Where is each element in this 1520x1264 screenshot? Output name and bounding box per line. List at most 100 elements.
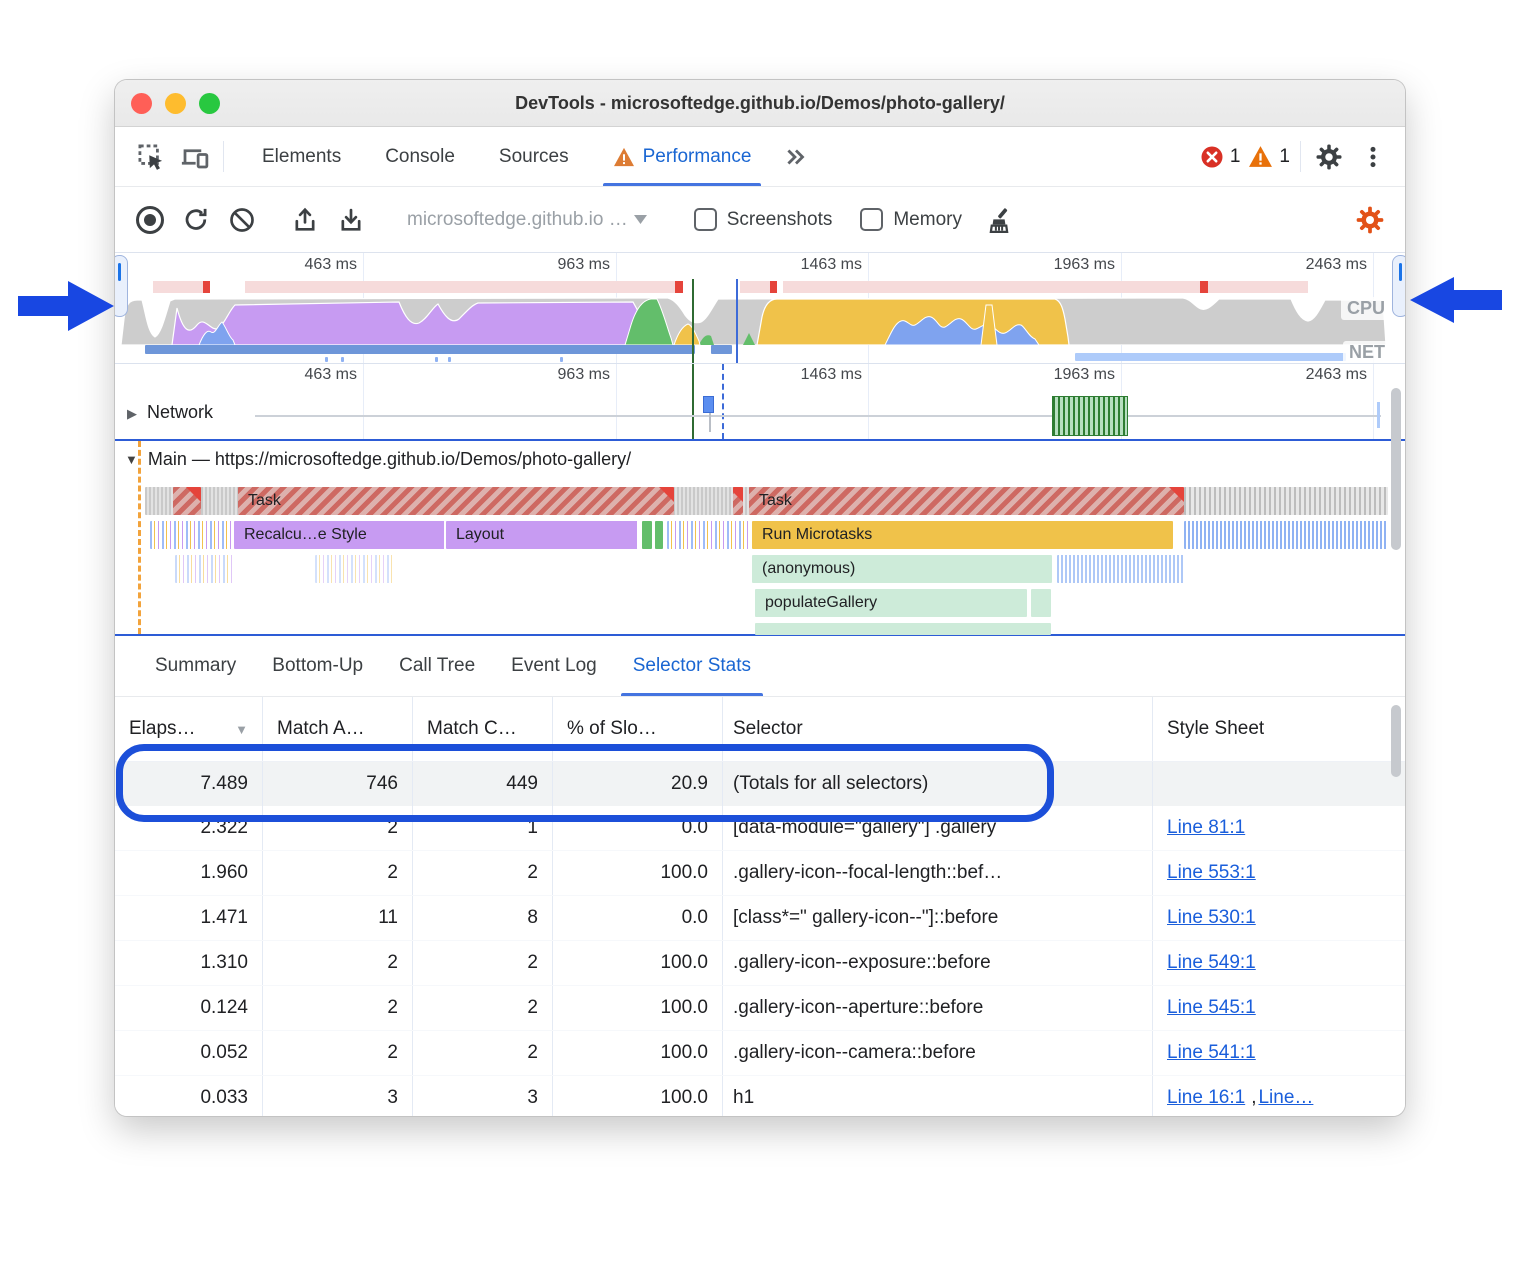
panel-tab-bottom-up[interactable]: Bottom-Up <box>254 636 381 696</box>
title-bar: DevTools - microsoftedge.github.io/Demos… <box>115 80 1405 127</box>
column-header-label: Elaps… <box>129 718 196 740</box>
inspect-element-icon[interactable] <box>129 127 173 186</box>
paint-block[interactable] <box>642 521 652 549</box>
style-sheet-link[interactable]: Line… <box>1258 1087 1313 1109</box>
table-row-totals[interactable]: 7.48974644920.9(Totals for all selectors… <box>115 762 1405 806</box>
style-sheet-link[interactable]: Line 549:1 <box>1167 952 1256 974</box>
kebab-menu-icon[interactable] <box>1351 127 1395 186</box>
tab-performance[interactable]: Performance <box>591 127 774 186</box>
panel-tab-selector-stats[interactable]: Selector Stats <box>615 636 769 696</box>
numeric-cell: 1.310 <box>115 941 263 985</box>
longtask-marker <box>770 281 777 293</box>
long-task-bar[interactable]: Task <box>749 487 1184 515</box>
numeric-cell: 2 <box>263 1031 413 1075</box>
tab-sources[interactable]: Sources <box>477 127 591 186</box>
error-badge[interactable]: 1 <box>1200 145 1241 169</box>
network-track[interactable]: ▶ Network <box>115 394 1405 438</box>
populate-gallery-bar[interactable]: populateGallery <box>755 589 1027 617</box>
capture-settings-gear-icon[interactable] <box>1349 199 1391 241</box>
profile-history-select[interactable]: microsoftedge.github.io … <box>393 209 661 231</box>
time-tick-label: 1463 ms <box>752 256 862 274</box>
numeric-cell: 2 <box>413 851 553 895</box>
style-sheet-link[interactable]: Line 545:1 <box>1167 997 1256 1019</box>
memory-checkbox[interactable]: Memory <box>848 208 974 231</box>
column-header-selector[interactable]: Selector <box>723 697 1153 761</box>
style-sheet-link[interactable]: Line 541:1 <box>1167 1042 1256 1064</box>
timeline-overview[interactable]: CPU NET 463 ms963 ms1463 ms1963 ms2463 m… <box>115 253 1405 364</box>
layout-bar[interactable]: Layout <box>446 521 638 549</box>
style-sheet-link[interactable]: Line 16:1 <box>1167 1087 1245 1109</box>
long-task-bar[interactable]: Task <box>238 487 674 515</box>
panel-tab-call-tree[interactable]: Call Tree <box>381 636 493 696</box>
tab-console[interactable]: Console <box>363 127 477 186</box>
style-sheet-link[interactable]: Line 530:1 <box>1167 907 1256 929</box>
device-toolbar-icon[interactable] <box>173 127 217 186</box>
time-tick-label: 1963 ms <box>1005 366 1115 384</box>
main-track[interactable]: ▼ Main — https://microsoftedge.github.io… <box>115 439 1405 636</box>
anonymous-function-bar[interactable]: (anonymous) <box>752 555 1052 583</box>
record-icon[interactable] <box>129 199 171 241</box>
table-row[interactable]: 1.4711180.0[class*=" gallery-icon--"]::b… <box>115 896 1405 941</box>
table-row[interactable]: 1.96022100.0.gallery-icon--focal-length:… <box>115 851 1405 896</box>
devtools-window: DevTools - microsoftedge.github.io/Demos… <box>115 80 1405 1116</box>
flame-scrollbar-thumb[interactable] <box>1391 388 1401 550</box>
cpu-activity-chart <box>115 293 1405 345</box>
paint-block[interactable] <box>655 521 663 549</box>
panel-tab-summary[interactable]: Summary <box>137 636 254 696</box>
warning-badge[interactable]: 1 <box>1248 145 1290 168</box>
selector-cell: [data-module="gallery"] .gallery <box>723 806 1153 850</box>
selector-cell: .gallery-icon--aperture::before <box>723 986 1153 1030</box>
numeric-cell: 7.489 <box>115 762 263 806</box>
style-sheet-link[interactable]: Line 553:1 <box>1167 862 1256 884</box>
column-header-match-a-[interactable]: Match A… <box>263 697 413 761</box>
numeric-cell: 0.033 <box>115 1076 263 1116</box>
numeric-cell: 2 <box>263 941 413 985</box>
time-tick-label: 963 ms <box>500 366 610 384</box>
close-button[interactable] <box>131 93 152 114</box>
cpu-track-label: CPU <box>1341 297 1391 320</box>
column-header-elaps-[interactable]: Elaps…▼ <box>115 697 263 761</box>
chevron-down-icon <box>634 215 647 224</box>
column-header-label: Match C… <box>427 718 517 740</box>
table-row[interactable]: 0.05222100.0.gallery-icon--camera::befor… <box>115 1031 1405 1076</box>
reload-record-icon[interactable] <box>175 199 217 241</box>
column-header-label: Match A… <box>277 718 365 740</box>
table-row[interactable]: 1.31022100.0.gallery-icon--exposure::bef… <box>115 941 1405 986</box>
clear-icon[interactable] <box>221 199 263 241</box>
style-sheet-link[interactable]: Line 81:1 <box>1167 817 1245 839</box>
save-profile-icon[interactable] <box>330 199 372 241</box>
profile-history-value: microsoftedge.github.io … <box>407 209 628 231</box>
network-requests-block <box>1052 396 1128 436</box>
settings-gear-icon[interactable] <box>1307 127 1351 186</box>
table-row[interactable]: 2.322210.0[data-module="gallery"] .galle… <box>115 806 1405 851</box>
time-tick-label: 463 ms <box>247 366 357 384</box>
screenshots-label: Screenshots <box>727 209 833 231</box>
long-task-fragment[interactable] <box>173 487 201 515</box>
error-count: 1 <box>1230 146 1241 168</box>
overview-right-handle[interactable] <box>1392 255 1405 317</box>
table-row[interactable]: 0.03333100.0h1Line 16:1, Line… <box>115 1076 1405 1116</box>
column-header-style-sheet[interactable]: Style Sheet <box>1153 697 1390 761</box>
column-header-match-c-[interactable]: Match C… <box>413 697 553 761</box>
collapse-triangle-icon[interactable]: ▶ <box>127 406 137 422</box>
flame-chart[interactable]: ▶ Network ▼ Main — https://microsoftedge… <box>115 364 1405 636</box>
screenshots-checkbox[interactable]: Screenshots <box>682 208 845 231</box>
overview-left-handle[interactable] <box>115 255 128 317</box>
garbage-collect-icon[interactable] <box>978 199 1020 241</box>
load-profile-icon[interactable] <box>284 199 326 241</box>
table-scrollbar-thumb[interactable] <box>1391 705 1401 777</box>
more-tabs-icon[interactable] <box>773 127 819 186</box>
net-activity-bar <box>1075 353 1346 361</box>
tab-label: Console <box>385 146 455 168</box>
tab-elements[interactable]: Elements <box>240 127 363 186</box>
zoom-button[interactable] <box>199 93 220 114</box>
column-header--of-slo-[interactable]: % of Slo… <box>553 697 723 761</box>
long-task-fragment[interactable] <box>733 487 743 515</box>
run-microtasks-bar[interactable]: Run Microtasks <box>752 521 1173 549</box>
minimize-button[interactable] <box>165 93 186 114</box>
panel-tab-event-log[interactable]: Event Log <box>493 636 615 696</box>
recalculate-style-bar[interactable]: Recalcu…e Style <box>234 521 445 549</box>
time-tick-label: 1963 ms <box>1005 256 1115 274</box>
expand-triangle-icon[interactable]: ▼ <box>125 452 138 467</box>
table-row[interactable]: 0.12422100.0.gallery-icon--aperture::bef… <box>115 986 1405 1031</box>
